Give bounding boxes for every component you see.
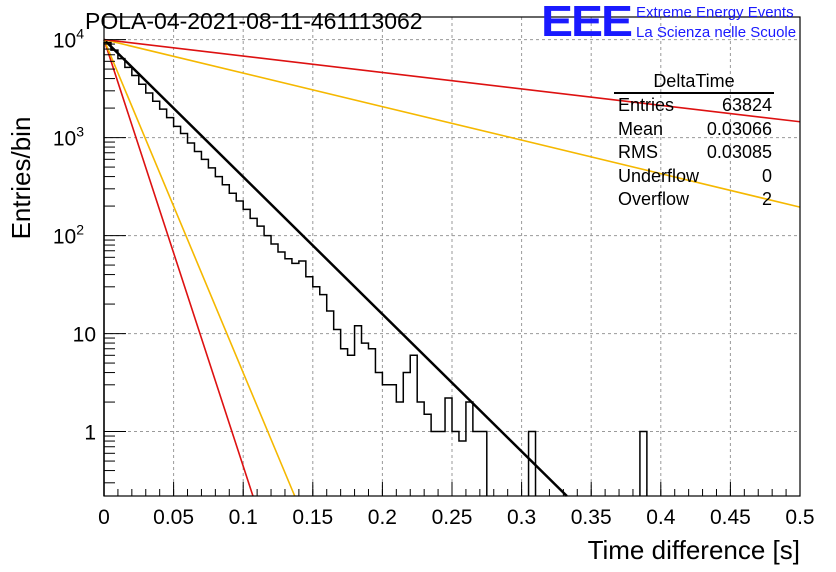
stats-box: DeltaTime Entries 63824 Mean 0.03066 RMS… [612, 70, 776, 212]
y-tick-label: 10 [73, 324, 96, 347]
fit-line [103, 39, 296, 497]
y-tick-label: 104 [53, 26, 84, 53]
stats-row-overflow: Overflow 2 [612, 188, 776, 212]
x-tick-label: 0.35 [571, 506, 612, 529]
x-tick-label: 0.15 [292, 506, 333, 529]
x-tick-label: 0.25 [432, 506, 473, 529]
fit-line [103, 38, 568, 497]
y-tick-label: 102 [53, 222, 84, 249]
stats-row-rms: RMS 0.03085 [612, 141, 776, 165]
stats-label: RMS [618, 142, 658, 162]
stats-value: 0.03085 [706, 142, 772, 162]
x-tick-label: 0.5 [785, 506, 814, 529]
stats-row-mean: Mean 0.03066 [612, 118, 776, 142]
x-tick-label: 0.2 [368, 506, 397, 529]
x-tick-label: 0 [98, 506, 110, 529]
stats-row-entries: Entries 63824 [612, 94, 776, 118]
logo-line-1: Extreme Energy Events [636, 4, 794, 21]
stats-label: Underflow [618, 165, 700, 186]
stats-value: 2 [761, 189, 772, 209]
eee-logo-icon: EEE [541, 0, 633, 47]
x-tick-label: 0.4 [646, 506, 676, 529]
x-tick-label: 0.45 [710, 506, 751, 529]
fit-lines [103, 38, 801, 497]
tick-marks [103, 39, 801, 496]
stats-value: 63824 [721, 95, 772, 115]
stats-label: Overflow [618, 189, 690, 209]
y-tick-labels: 1 10 102 103 104 [53, 26, 96, 445]
fit-line [103, 39, 254, 497]
x-axis-label: Time difference [s] [588, 535, 800, 565]
stats-row-underflow: Underflow 0 [612, 165, 776, 189]
logo-line-2: La Scienza nelle Scuole [636, 24, 797, 41]
stats-value: 0.03066 [706, 118, 772, 139]
stats-value: 0 [761, 165, 772, 186]
histogram-bars [103, 41, 648, 496]
y-tick-label: 1 [84, 422, 96, 445]
fit-line [103, 38, 801, 208]
stats-label: Mean [618, 118, 664, 139]
fit-line [103, 38, 801, 123]
stats-title: DeltaTime [614, 70, 774, 94]
x-tick-labels: 0 0.05 0.1 0.15 0.2 0.25 0.3 0.35 0.4 0.45 0.5 [98, 506, 814, 529]
x-tick-label: 0.05 [153, 506, 194, 529]
y-axis-label: Entries/bin [6, 117, 36, 240]
chart-title: POLA-04-2021-08-11-461113062 [85, 8, 423, 34]
y-tick-label: 103 [53, 124, 84, 151]
stats-label: Entries [618, 95, 675, 115]
x-tick-label: 0.3 [507, 506, 536, 529]
x-tick-label: 0.1 [229, 506, 258, 529]
